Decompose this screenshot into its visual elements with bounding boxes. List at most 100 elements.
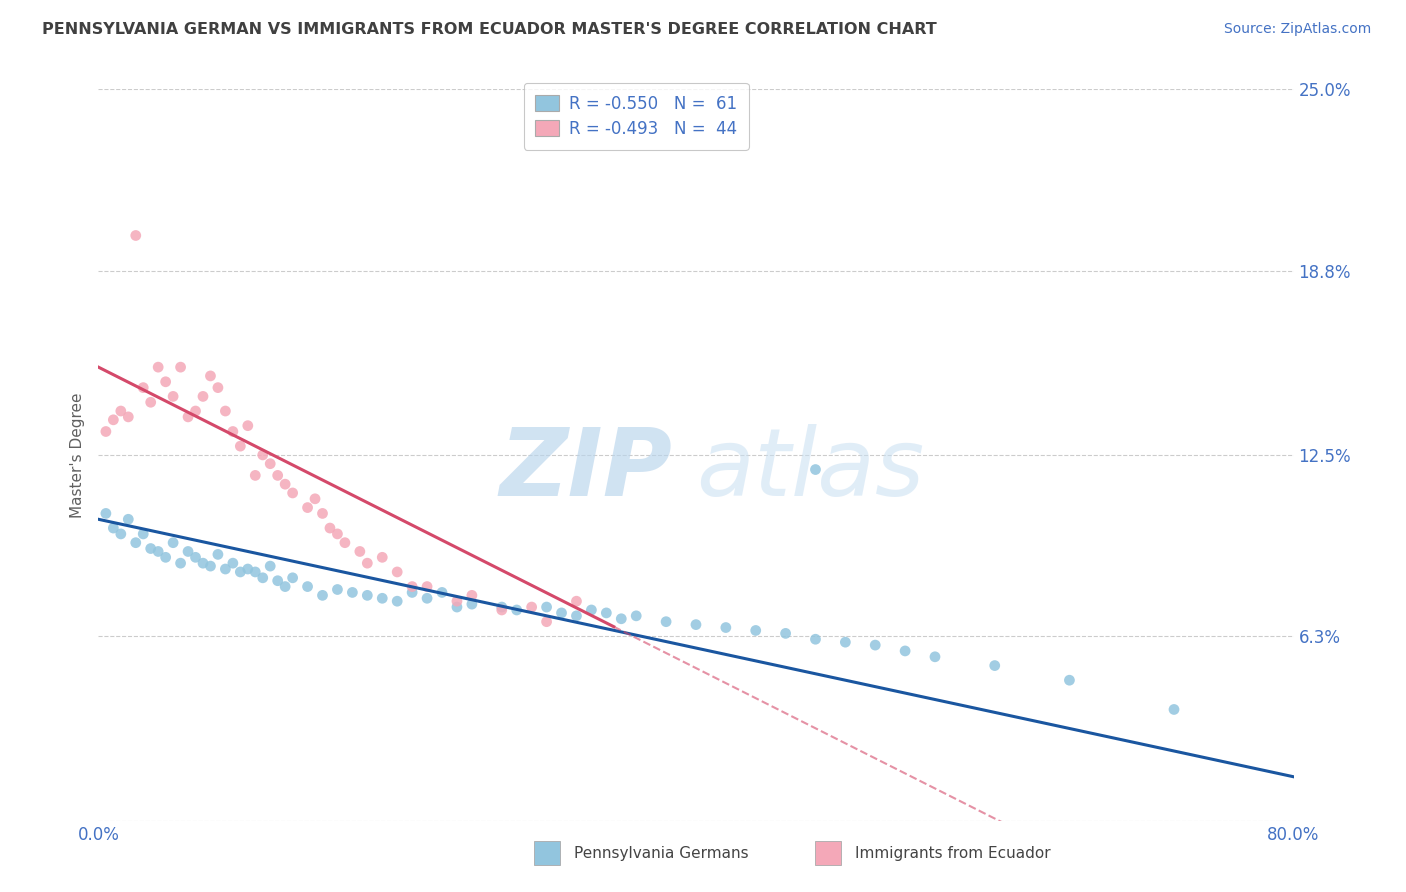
Point <box>139 541 162 556</box>
Point <box>984 658 1007 673</box>
Text: Source: ZipAtlas.com: Source: ZipAtlas.com <box>1223 22 1371 37</box>
Point <box>274 477 297 491</box>
Point <box>200 368 222 383</box>
Point <box>117 512 139 526</box>
Point <box>333 535 356 549</box>
Point <box>267 574 290 588</box>
Point <box>229 439 252 453</box>
Point <box>416 580 439 594</box>
Point <box>94 425 117 439</box>
Point <box>356 588 378 602</box>
Point <box>229 565 252 579</box>
Point <box>446 600 468 615</box>
Point <box>565 608 588 623</box>
Point <box>834 635 856 649</box>
Point <box>371 550 394 565</box>
Point <box>222 556 245 570</box>
Text: Immigrants from Ecuador: Immigrants from Ecuador <box>855 846 1050 861</box>
Point <box>177 544 200 558</box>
Text: ZIP: ZIP <box>499 424 672 516</box>
Point <box>281 486 304 500</box>
Point <box>610 612 633 626</box>
Point <box>401 585 423 599</box>
Point <box>162 535 184 549</box>
Point <box>416 591 439 606</box>
Point <box>595 606 617 620</box>
Point <box>132 381 155 395</box>
Y-axis label: Master's Degree: Master's Degree <box>70 392 86 517</box>
Point <box>685 617 707 632</box>
Point <box>103 413 125 427</box>
Point <box>222 425 245 439</box>
Point <box>177 409 200 424</box>
Point <box>245 468 267 483</box>
Point <box>714 621 737 635</box>
Point <box>565 594 588 608</box>
Text: PENNSYLVANIA GERMAN VS IMMIGRANTS FROM ECUADOR MASTER'S DEGREE CORRELATION CHART: PENNSYLVANIA GERMAN VS IMMIGRANTS FROM E… <box>42 22 936 37</box>
Point <box>207 548 229 562</box>
Point <box>259 559 281 574</box>
Point <box>550 606 572 620</box>
Point <box>110 527 132 541</box>
Point <box>1163 702 1185 716</box>
Point <box>311 507 333 521</box>
Point <box>259 457 281 471</box>
Point <box>520 600 543 615</box>
Point <box>775 626 797 640</box>
Point <box>371 591 394 606</box>
Point <box>117 409 139 424</box>
Point <box>148 360 170 375</box>
Point <box>148 544 170 558</box>
Point <box>214 404 236 418</box>
Text: atlas: atlas <box>696 424 924 515</box>
Point <box>461 597 484 611</box>
Point <box>191 556 214 570</box>
Point <box>214 562 236 576</box>
Point <box>191 389 214 403</box>
Point <box>655 615 678 629</box>
Point <box>200 559 222 574</box>
Bar <box>534 841 560 865</box>
Point <box>865 638 887 652</box>
Point <box>125 535 148 549</box>
Point <box>267 468 290 483</box>
Point <box>924 649 946 664</box>
Point <box>401 580 423 594</box>
Point <box>491 600 513 615</box>
Point <box>326 527 349 541</box>
Point <box>169 360 191 375</box>
Point <box>103 521 125 535</box>
Point <box>385 594 409 608</box>
Point <box>804 632 827 647</box>
Point <box>252 571 274 585</box>
Point <box>304 491 326 506</box>
Legend: R = -0.550   N =  61, R = -0.493   N =  44: R = -0.550 N = 61, R = -0.493 N = 44 <box>524 83 748 150</box>
Point <box>385 565 409 579</box>
Point <box>155 375 177 389</box>
Point <box>184 550 207 565</box>
Point <box>110 404 132 418</box>
Point <box>536 600 558 615</box>
Text: Pennsylvania Germans: Pennsylvania Germans <box>574 846 748 861</box>
Point <box>252 448 274 462</box>
Point <box>319 521 342 535</box>
Point <box>356 556 378 570</box>
Point <box>1059 673 1081 688</box>
Bar <box>815 841 841 865</box>
Point <box>169 556 191 570</box>
Point <box>326 582 349 597</box>
Point <box>342 585 364 599</box>
Point <box>184 404 207 418</box>
Point <box>155 550 177 565</box>
Point <box>207 381 229 395</box>
Point <box>139 395 162 409</box>
Point <box>236 562 259 576</box>
Point <box>94 507 117 521</box>
Point <box>446 594 468 608</box>
Point <box>461 588 484 602</box>
Point <box>894 644 917 658</box>
Point <box>311 588 333 602</box>
Point <box>804 462 827 476</box>
Point <box>491 603 513 617</box>
Point <box>274 580 297 594</box>
